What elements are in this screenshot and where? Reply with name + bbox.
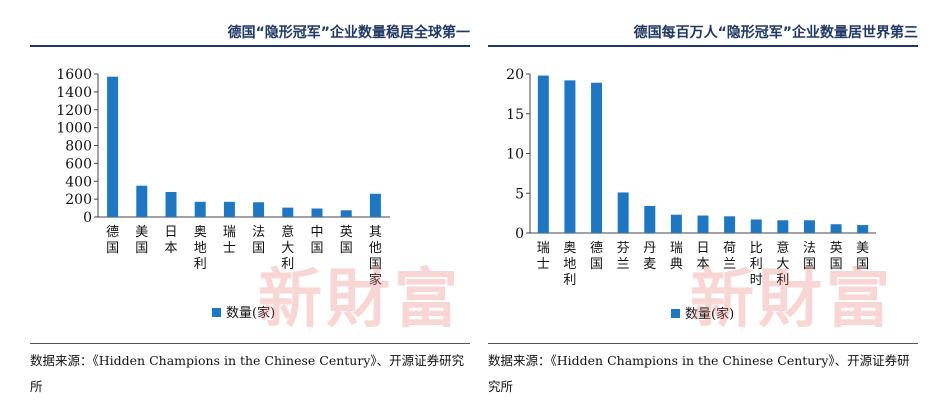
x-category-label: 法国 — [803, 241, 816, 272]
left-source-rule — [30, 343, 470, 344]
bar-5 — [223, 201, 235, 217]
left-title-rule — [30, 45, 470, 47]
x-category-label: 中国 — [310, 225, 323, 256]
bar-12 — [830, 224, 842, 233]
bar-6 — [253, 202, 265, 217]
x-category-label: 丹麦 — [643, 241, 656, 272]
bar-1 — [537, 75, 549, 233]
y-tick-label: 0 — [83, 210, 92, 226]
left-chart-panel: 德国“隐形冠军”企业数量稳居全球第一 0 200 400 600 800 1000 1200… — [30, 0, 470, 406]
bar-7 — [697, 215, 709, 233]
x-category-label: 奥地利 — [563, 241, 576, 288]
x-category-label: 比利时 — [750, 241, 763, 288]
bar-3 — [165, 191, 177, 217]
y-tick-label: 5 — [515, 186, 524, 202]
bar-4 — [617, 192, 629, 233]
x-category-label: 其他国家 — [369, 225, 382, 288]
y-tick-label: 200 — [65, 192, 92, 208]
x-category-label: 日本 — [696, 241, 709, 272]
bar-3 — [591, 82, 603, 234]
bar-6 — [670, 214, 682, 233]
x-category-label: 德国 — [106, 225, 119, 256]
x-category-label: 美国 — [856, 241, 869, 272]
legend-swatch — [671, 309, 680, 318]
y-tick-label: 20 — [506, 67, 524, 83]
y-tick-label: 0 — [515, 226, 524, 242]
right-source-rule — [488, 343, 918, 344]
x-category-label: 意大利 — [776, 240, 789, 288]
bar-4 — [194, 201, 206, 217]
x-category-label: 荷兰 — [723, 241, 736, 272]
bar-8 — [311, 208, 323, 217]
right-title-rule — [488, 45, 918, 47]
legend-label: 数量(家) — [685, 306, 734, 322]
left-source-note: 数据来源：《Hidden Champions in the Chinese Ce… — [30, 353, 465, 394]
bar-5 — [644, 205, 656, 233]
bar-10 — [369, 193, 381, 217]
x-category-label: 奥地利 — [194, 225, 207, 272]
bar-13 — [857, 225, 869, 233]
bar-8 — [724, 216, 736, 233]
y-tick-label: 600 — [65, 156, 92, 172]
left-chart-title: 德国“隐形冠军”企业数量稳居全球第一 — [227, 25, 470, 41]
x-category-label: 德国 — [590, 241, 603, 272]
x-category-label: 法国 — [252, 225, 265, 256]
x-category-label: 意大利 — [281, 224, 294, 272]
x-category-label: 英国 — [340, 225, 353, 256]
right-chart-title: 德国每百万人“隐形冠军”企业数量居世界第三 — [633, 25, 918, 41]
bar-2 — [136, 185, 148, 217]
x-category-label: 芬兰 — [617, 241, 630, 272]
bar-11 — [803, 220, 815, 233]
right-chart-panel: 德国每百万人“隐形冠军”企业数量居世界第三 0 5 10 15 20 瑞士 奥地利 德国 芬兰丹… — [488, 0, 918, 406]
x-category-label: 瑞典 — [670, 241, 683, 272]
x-category-label: 美国 — [135, 225, 148, 256]
y-tick-label: 1400 — [56, 85, 92, 101]
bar-1 — [107, 76, 119, 218]
y-tick-label: 15 — [506, 107, 524, 123]
bar-9 — [750, 219, 762, 233]
x-category-label: 英国 — [830, 241, 843, 272]
bar-9 — [340, 210, 352, 217]
right-source-note: 数据来源：《Hidden Champions in the Chinese Ce… — [488, 353, 910, 394]
bar-7 — [282, 207, 294, 217]
legend-label: 数量(家) — [226, 305, 275, 321]
y-tick-label: 1600 — [56, 67, 92, 83]
y-tick-label: 1200 — [56, 103, 92, 119]
y-tick-label: 10 — [506, 147, 524, 163]
x-category-label: 瑞士 — [537, 241, 550, 272]
y-tick-label: 800 — [65, 139, 92, 155]
y-tick-label: 400 — [65, 174, 92, 190]
bar-2 — [564, 80, 576, 233]
y-tick-label: 1000 — [56, 121, 92, 137]
legend-swatch — [212, 308, 221, 317]
x-category-label: 日本 — [164, 225, 177, 256]
bar-10 — [777, 220, 789, 233]
x-category-label: 瑞士 — [223, 225, 236, 256]
